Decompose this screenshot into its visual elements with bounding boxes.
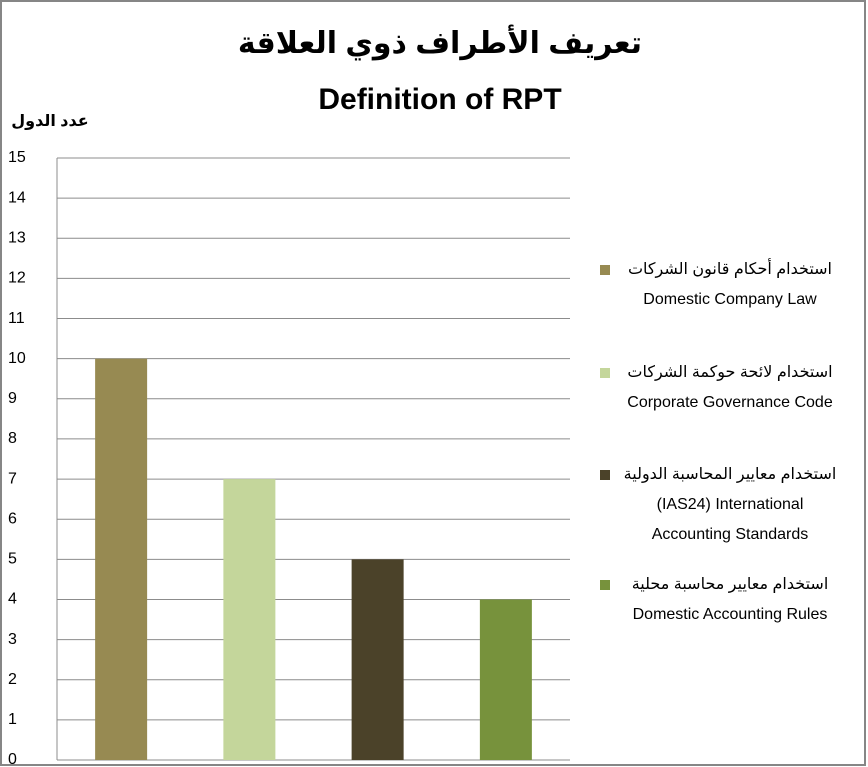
y-tick-label: 2 — [8, 671, 17, 688]
bar — [223, 479, 276, 760]
y-axis-label: عدد الدول — [11, 113, 88, 130]
legend-marker — [600, 265, 610, 275]
y-tick-label: 15 — [8, 149, 26, 166]
legend-label: Domestic Accounting Rules — [633, 606, 828, 623]
bar — [351, 559, 404, 760]
legend-label: استخدام لائحة حوكمة الشركات — [627, 364, 832, 382]
chart-title: Definition of RPT — [318, 83, 561, 116]
chart-title: تعريف الأطراف ذوي العلاقة — [238, 24, 642, 61]
y-tick-label: 7 — [8, 470, 17, 487]
legend-label: استخدام أحكام قانون الشركات — [628, 258, 832, 279]
y-tick-label: 13 — [8, 229, 26, 246]
y-tick-label: 10 — [8, 350, 26, 367]
y-tick-label: 12 — [8, 270, 26, 287]
y-tick-label: 1 — [8, 711, 17, 728]
legend-label: Accounting Standards — [652, 526, 809, 543]
y-tick-label: 5 — [8, 551, 17, 568]
legend-label: (IAS24) International — [657, 496, 804, 513]
y-tick-label: 14 — [8, 189, 26, 206]
y-tick-label: 3 — [8, 631, 17, 648]
legend-label: استخدام معايير محاسبة محلية — [632, 576, 829, 594]
legend-label: Corporate Governance Code — [627, 394, 833, 411]
legend-label: Domestic Company Law — [643, 291, 817, 308]
y-tick-label: 8 — [8, 430, 17, 447]
y-tick-label: 0 — [8, 751, 17, 767]
y-tick-label: 11 — [8, 310, 25, 327]
y-tick-label: 9 — [8, 390, 17, 407]
y-tick-label: 4 — [8, 591, 17, 608]
y-tick-label: 6 — [8, 510, 17, 527]
legend-marker — [600, 470, 610, 480]
bar — [95, 358, 148, 760]
legend-marker — [600, 580, 610, 590]
legend-label: استخدام معايير المحاسبة الدولية — [624, 466, 837, 484]
bar — [479, 599, 532, 760]
legend-marker — [600, 368, 610, 378]
